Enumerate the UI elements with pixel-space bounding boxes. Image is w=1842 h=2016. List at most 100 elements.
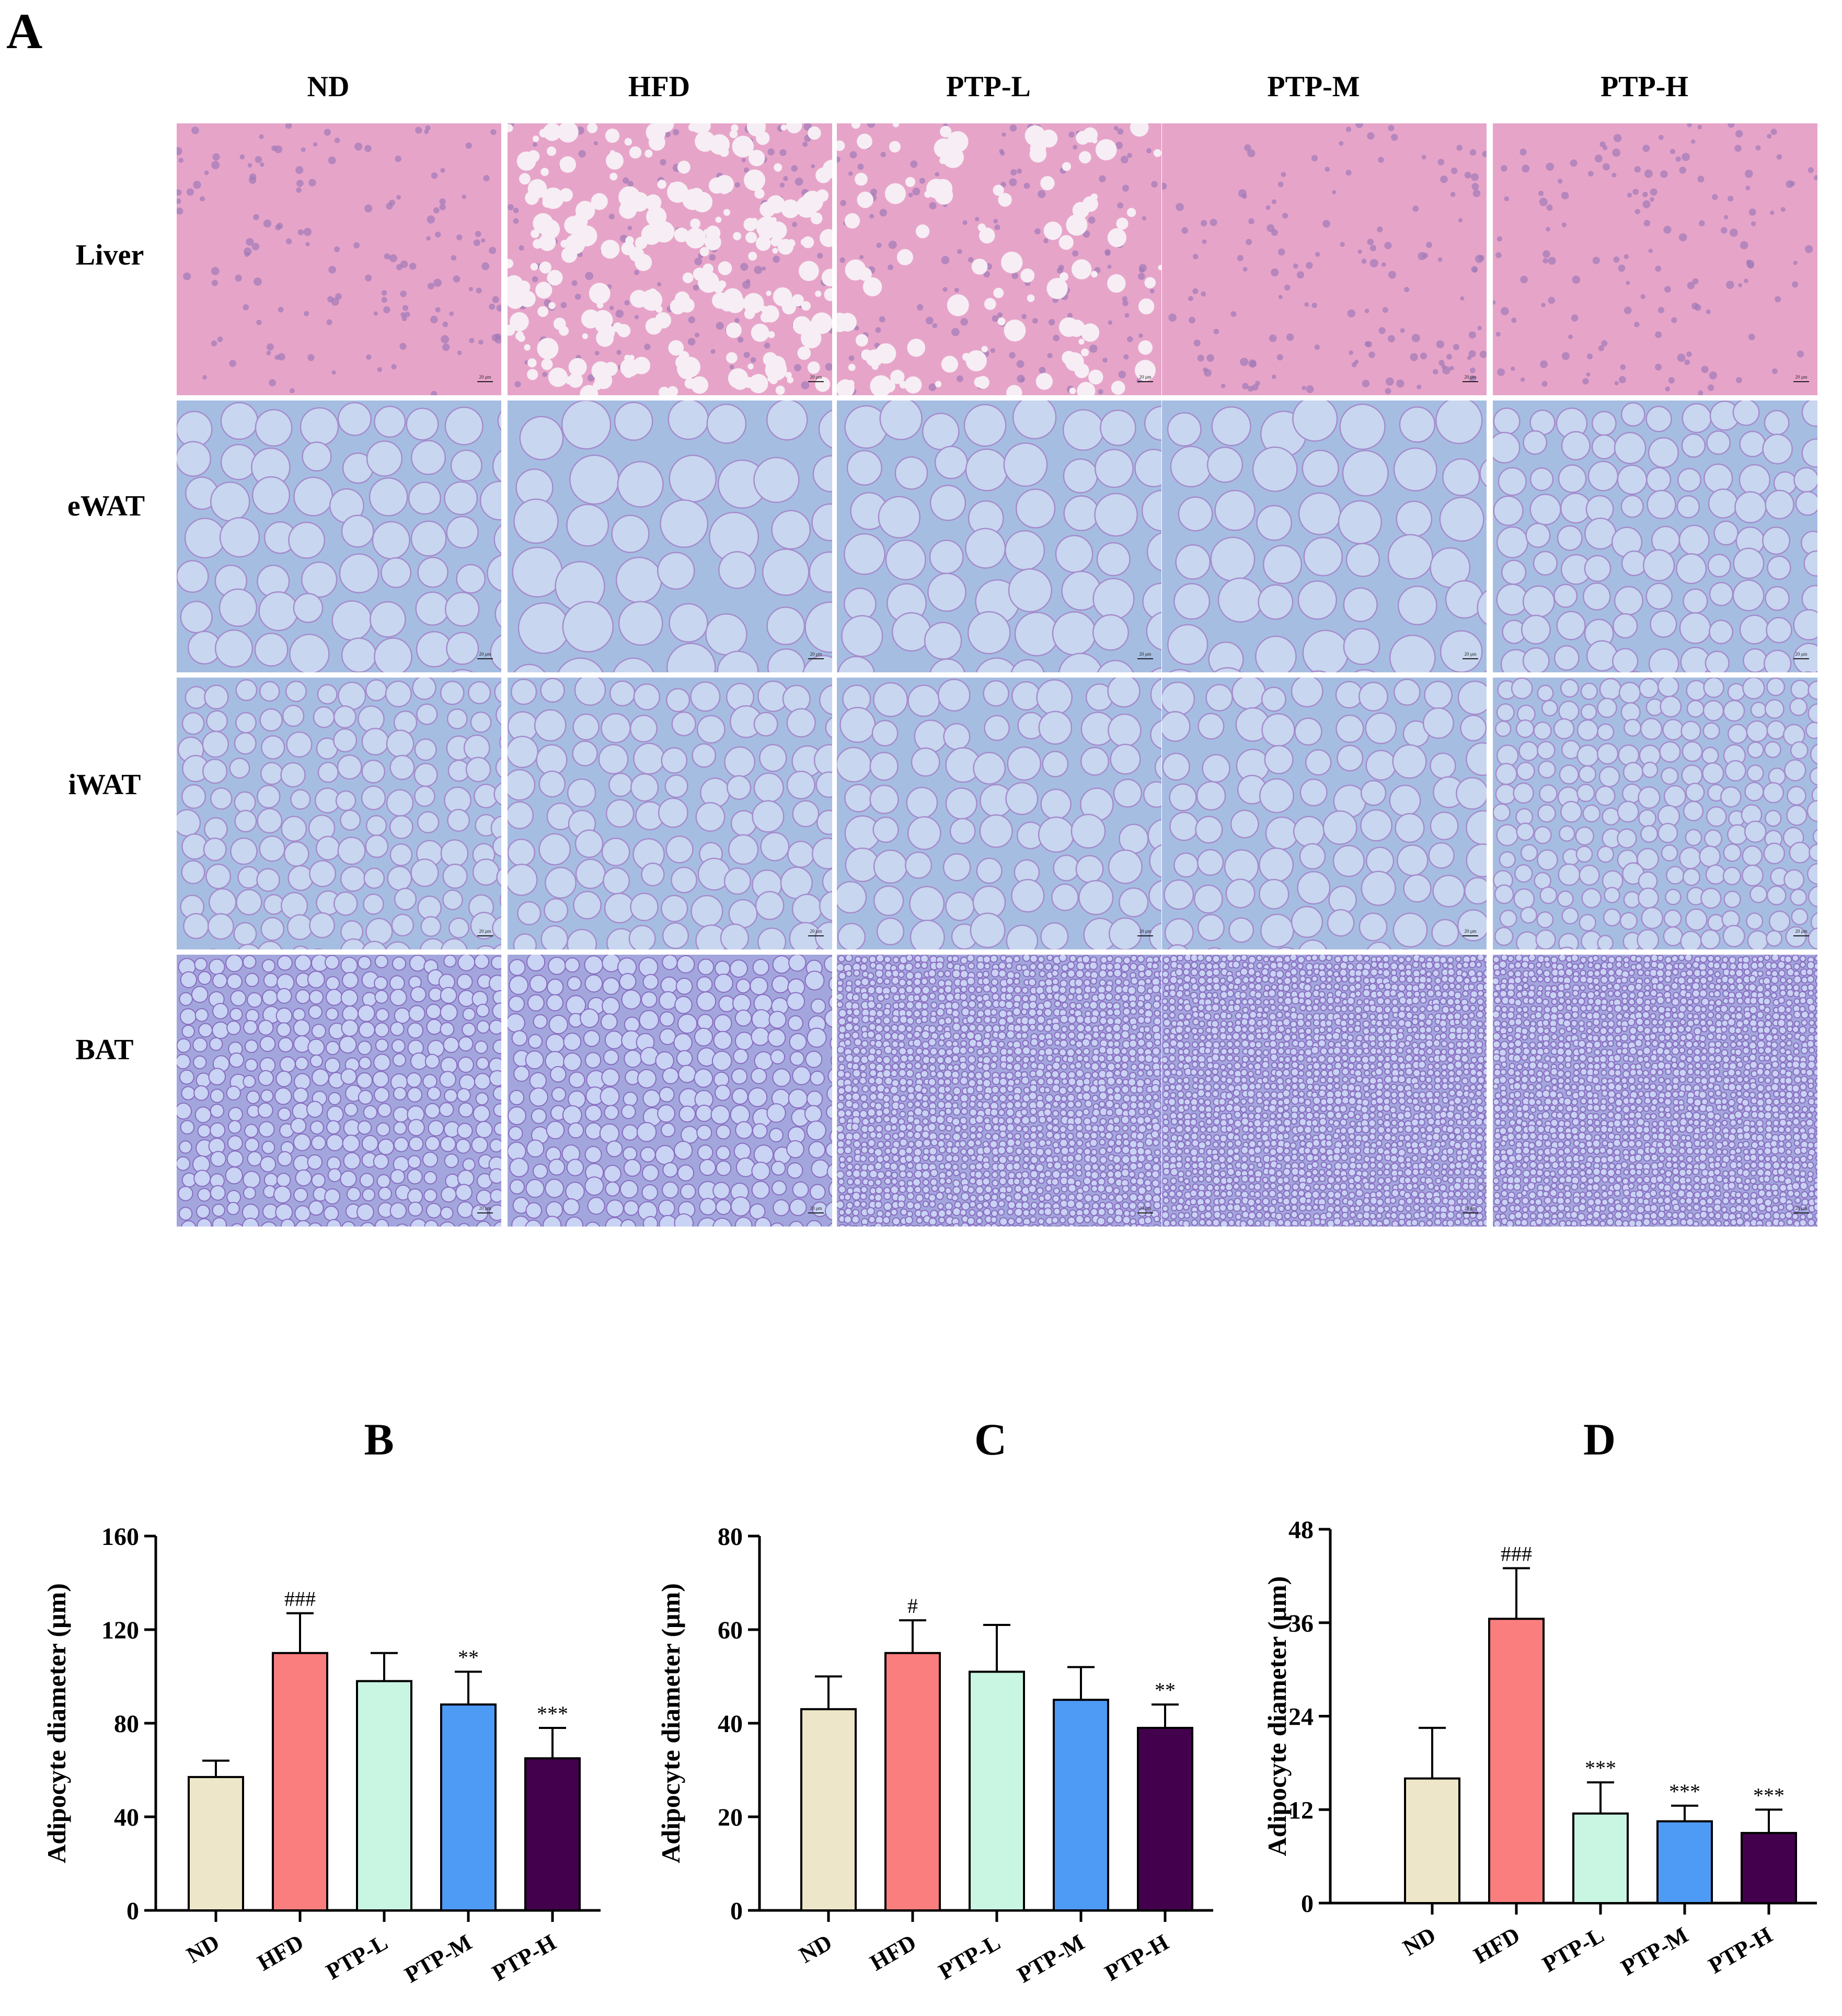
row-label-ewat: eWAT xyxy=(67,490,145,522)
panel-b-letter: B xyxy=(364,1414,394,1464)
bar-d-hfd xyxy=(1488,1618,1545,1904)
histology-image-ewat-nd: 20 μm xyxy=(177,400,501,672)
panel-c-y-tick-label: 20 xyxy=(718,1804,743,1831)
bar-d-ptp-m xyxy=(1656,1820,1713,1904)
bar-c-ptp-m xyxy=(1053,1699,1109,1911)
panel-b-y-tick-label: 40 xyxy=(114,1804,139,1831)
panel-b-y-tick-label: 120 xyxy=(101,1617,139,1644)
x-tick-label-b-ptp-l: PTP-L xyxy=(321,1929,392,1985)
column-label-nd: ND xyxy=(307,71,350,103)
scale-bar-label: 20 μm xyxy=(1464,1206,1476,1211)
x-tick-label-b-ptp-m: PTP-M xyxy=(400,1929,476,1988)
row-label-iwat: iWAT xyxy=(68,769,141,801)
scale-bar-label: 20 μm xyxy=(1464,374,1476,380)
x-tick-label-c-hfd: HFD xyxy=(866,1929,920,1976)
scale-bar-label: 20 μm xyxy=(810,1206,822,1211)
scale-bar-label: 20 μm xyxy=(1139,651,1151,657)
column-label-hfd: HFD xyxy=(628,71,690,103)
scale-bar-label: 20 μm xyxy=(1795,651,1807,657)
scale-bar-label: 20 μm xyxy=(1139,1206,1151,1211)
scale-bar-label: 20 μm xyxy=(1795,374,1807,380)
histology-image-iwat-nd: 20 μm xyxy=(177,678,501,949)
column-label-ptp-l: PTP-L xyxy=(946,71,1031,103)
scale-bar-label: 20 μm xyxy=(479,374,491,380)
panel-d-y-tick-label: 12 xyxy=(1288,1796,1314,1824)
x-tick-label-c-ptp-h: PTP-H xyxy=(1100,1929,1173,1986)
histology-image-iwat-ptp-m: 20 μm xyxy=(1162,678,1487,949)
panel-c-letter: C xyxy=(974,1414,1007,1464)
scale-bar-label: 20 μm xyxy=(1464,929,1476,934)
significance-label-d-ptp-m: *** xyxy=(1669,1780,1700,1803)
significance-label-b-ptp-h: *** xyxy=(537,1702,568,1725)
scale-bar-label: 20 μm xyxy=(479,651,491,657)
panel-c-y-tick-label: 0 xyxy=(730,1897,743,1925)
significance-label-b-ptp-m: ** xyxy=(458,1646,479,1669)
bar-c-ptp-l xyxy=(969,1670,1025,1912)
scale-bar-label: 20 μm xyxy=(810,651,822,657)
histology-image-bat-ptp-h: 20 μm xyxy=(1493,955,1817,1227)
x-tick-label-c-ptp-l: PTP-L xyxy=(934,1929,1005,1985)
bar-b-ptp-h xyxy=(524,1757,581,1911)
significance-label-c-hfd: # xyxy=(907,1594,918,1618)
x-tick-label-d-ptp-l: PTP-L xyxy=(1538,1922,1608,1977)
panel-c-y-tick-label: 40 xyxy=(718,1710,743,1738)
scale-bar-label: 20 μm xyxy=(479,929,491,934)
panel-c-y-axis-label: Adipocyte diameter (μm) xyxy=(656,1583,685,1863)
column-label-ptp-m: PTP-M xyxy=(1267,71,1360,103)
significance-label-d-ptp-h: *** xyxy=(1753,1783,1785,1807)
histology-image-liver-ptp-m: 20 μm xyxy=(1162,123,1487,395)
x-tick-label-d-ptp-m: PTP-M xyxy=(1617,1922,1693,1980)
panel-c-y-tick-label: 80 xyxy=(718,1523,743,1551)
bar-b-ptp-l xyxy=(356,1680,412,1911)
scale-bar-label: 20 μm xyxy=(810,929,822,934)
panel-b-y-tick-label: 80 xyxy=(114,1710,139,1738)
x-tick-label-c-nd: ND xyxy=(795,1929,836,1968)
bar-b-ptp-m xyxy=(440,1703,497,1911)
bar-d-ptp-l xyxy=(1572,1812,1629,1905)
panel-c-y-tick-label: 60 xyxy=(718,1617,743,1644)
histology-image-ewat-ptp-h: 20 μm xyxy=(1493,400,1817,672)
panel-d-letter: D xyxy=(1583,1414,1616,1464)
scale-bar-label: 20 μm xyxy=(1795,1206,1807,1211)
histology-image-ewat-hfd: 20 μm xyxy=(508,400,832,672)
bar-c-ptp-h xyxy=(1137,1726,1193,1911)
bar-c-nd xyxy=(800,1708,857,1911)
scale-bar-label: 20 μm xyxy=(810,374,822,380)
significance-label-d-ptp-l: *** xyxy=(1585,1756,1616,1780)
panel-a-letter: A xyxy=(6,3,43,59)
x-tick-label-d-nd: ND xyxy=(1398,1922,1440,1961)
bar-d-nd xyxy=(1404,1777,1460,1905)
histology-image-liver-nd: 20 μm xyxy=(177,123,501,395)
panel-b-y-axis-label: Adipocyte diameter (μm) xyxy=(42,1583,71,1863)
panel-d-y-tick-label: 48 xyxy=(1288,1516,1314,1544)
bar-c-hfd xyxy=(884,1652,941,1911)
x-tick-label-d-hfd: HFD xyxy=(1469,1922,1524,1968)
x-tick-label-d-ptp-h: PTP-H xyxy=(1704,1922,1777,1978)
scale-bar-label: 20 μm xyxy=(1464,651,1476,657)
histology-image-iwat-ptp-l: 20 μm xyxy=(837,678,1161,949)
panel-d-y-tick-label: 24 xyxy=(1288,1703,1314,1731)
panel-b-y-tick-label: 0 xyxy=(126,1897,139,1925)
row-label-liver: Liver xyxy=(75,239,144,271)
bar-b-nd xyxy=(188,1776,244,1912)
row-label-bat: BAT xyxy=(75,1034,134,1066)
scale-bar-label: 20 μm xyxy=(1139,374,1151,380)
histology-image-iwat-hfd: 20 μm xyxy=(508,678,832,949)
histology-image-ewat-ptp-l: 20 μm xyxy=(837,400,1161,672)
histology-image-liver-hfd: 20 μm xyxy=(508,123,832,395)
significance-label-c-ptp-h: ** xyxy=(1155,1678,1176,1702)
scale-bar-label: 20 μm xyxy=(1795,929,1807,934)
significance-label-b-hfd: ### xyxy=(284,1587,316,1611)
histology-image-bat-nd: 20 μm xyxy=(177,955,501,1227)
x-tick-label-b-hfd: HFD xyxy=(253,1929,308,1976)
histology-image-ewat-ptp-m: 20 μm xyxy=(1162,400,1487,672)
histology-image-bat-ptp-l: 20 μm xyxy=(837,955,1161,1227)
scale-bar-label: 20 μm xyxy=(479,1206,491,1211)
scale-bar-label: 20 μm xyxy=(1139,929,1151,934)
histology-image-iwat-ptp-h: 20 μm xyxy=(1493,678,1817,949)
bar-b-hfd xyxy=(272,1652,328,1911)
x-tick-label-c-ptp-m: PTP-M xyxy=(1013,1929,1089,1988)
x-tick-label-b-nd: ND xyxy=(182,1929,224,1968)
x-tick-label-b-ptp-h: PTP-H xyxy=(488,1929,560,1986)
